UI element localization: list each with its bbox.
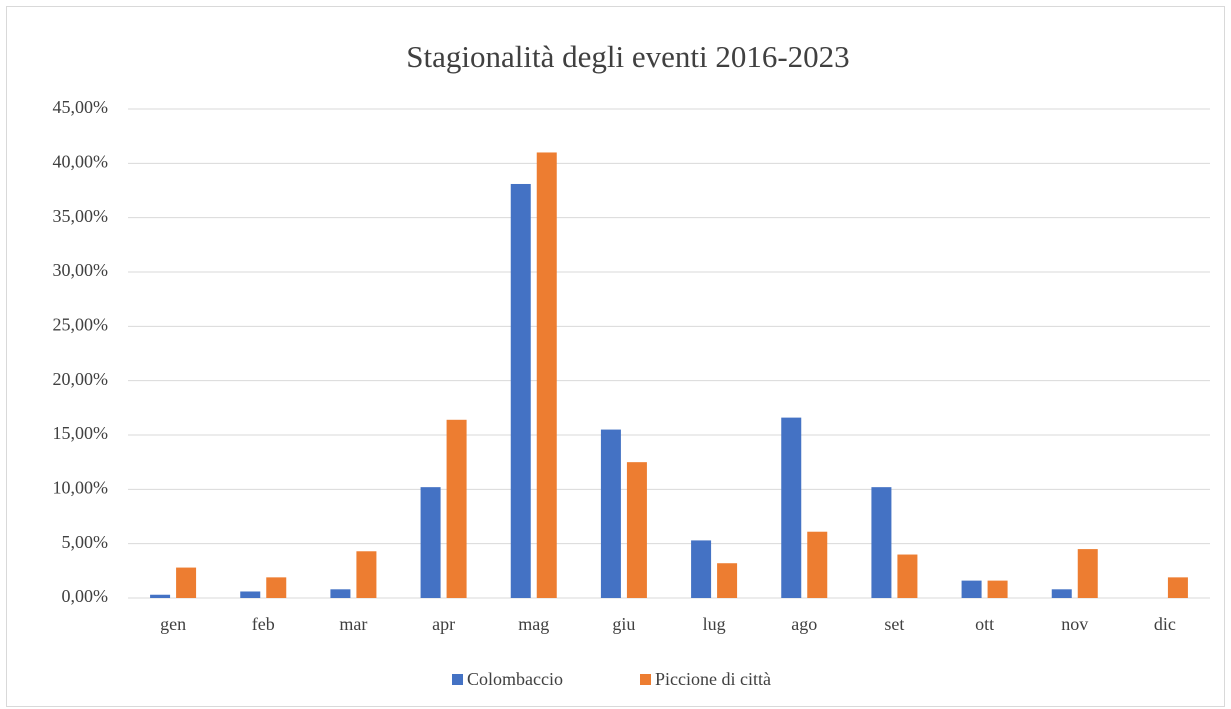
bar <box>150 594 171 598</box>
y-tick-label: 0,00% <box>62 586 109 606</box>
chart-title: Stagionalità degli eventi 2016-2023 <box>406 39 849 74</box>
bar <box>356 551 377 598</box>
y-tick-label: 30,00% <box>53 260 109 280</box>
bar <box>987 580 1008 598</box>
y-tick-label: 40,00% <box>53 151 109 171</box>
bar <box>266 577 287 598</box>
bar <box>510 183 531 599</box>
y-tick-label: 5,00% <box>62 532 109 552</box>
x-tick-label: nov <box>1061 614 1088 634</box>
y-tick-label: 10,00% <box>53 477 109 497</box>
x-tick-label: mar <box>339 614 367 634</box>
y-tick-label: 15,00% <box>53 423 109 443</box>
bar <box>330 589 351 598</box>
x-tick-label: lug <box>703 614 726 634</box>
bar <box>961 580 982 598</box>
legend-label: Piccione di città <box>655 669 771 689</box>
bar <box>600 429 621 598</box>
bar <box>807 531 828 598</box>
y-tick-label: 20,00% <box>53 369 109 389</box>
x-tick-label: set <box>884 614 904 634</box>
bar <box>536 152 557 598</box>
x-tick-label: mag <box>518 614 549 634</box>
bar <box>717 563 738 598</box>
bar <box>626 462 647 598</box>
chart-border <box>6 6 1225 707</box>
bar <box>897 554 918 598</box>
x-tick-label: giu <box>612 614 635 634</box>
bar <box>781 417 802 598</box>
legend-swatch <box>452 674 463 685</box>
x-tick-label: ott <box>975 614 994 634</box>
y-tick-label: 25,00% <box>53 314 109 334</box>
x-tick-label: gen <box>160 614 186 634</box>
bar <box>1077 549 1098 598</box>
bar <box>420 487 441 598</box>
bar <box>1051 589 1072 598</box>
bar <box>871 487 892 598</box>
bar <box>691 540 712 598</box>
y-tick-label: 35,00% <box>53 206 109 226</box>
legend-swatch <box>640 674 651 685</box>
bar <box>1167 577 1188 598</box>
x-tick-label: ago <box>791 614 817 634</box>
bar <box>240 591 261 598</box>
x-tick-label: dic <box>1154 614 1176 634</box>
bar <box>176 567 197 598</box>
x-tick-label: feb <box>252 614 275 634</box>
x-tick-label: apr <box>432 614 455 634</box>
legend-label: Colombaccio <box>467 669 563 689</box>
bar <box>446 419 467 598</box>
y-tick-label: 45,00% <box>53 97 109 117</box>
